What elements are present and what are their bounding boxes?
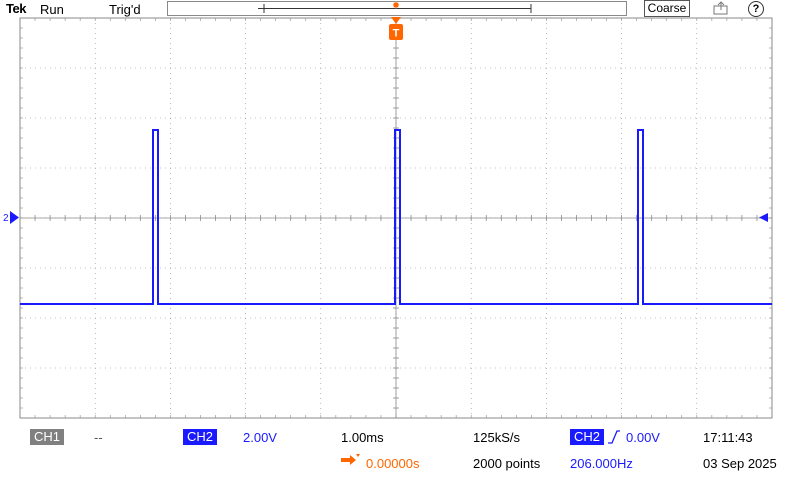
ch2-marker-label: 2 [3, 213, 9, 224]
trigger-state: Trig'd [109, 2, 141, 17]
brand-logo: Tek [6, 1, 26, 16]
time-readout: 17:11:43 [703, 430, 753, 445]
record-position-bar[interactable] [167, 1, 627, 16]
date-readout: 03 Sep 2025 [703, 456, 777, 471]
frequency-readout: 206.000Hz [570, 456, 633, 471]
trigger-level-marker[interactable] [759, 213, 768, 222]
ch1-value: -- [94, 430, 103, 445]
ch1-button[interactable]: CH1 [30, 429, 65, 445]
coarse-button[interactable]: Coarse [644, 0, 690, 17]
ch2-ground-marker[interactable]: 2 [3, 211, 19, 224]
record-view-window [258, 4, 532, 13]
status-bar: Tek Run Trig'd Coarse ? [0, 0, 800, 18]
trigger-position-icon [341, 454, 360, 465]
timebase-readout: 1.00ms [341, 430, 384, 445]
trigger-source-button[interactable]: CH2 [570, 429, 605, 445]
ch2-scale: 2.00V [243, 430, 277, 445]
acquisition-state[interactable]: Run [40, 2, 64, 17]
trigger-position-readout: 0.00000s [366, 456, 420, 471]
ch2-waveform [20, 129, 772, 305]
record-length-readout: 2000 points [473, 456, 541, 471]
sample-rate-readout: 125kS/s [473, 430, 520, 445]
save-icon[interactable] [713, 1, 729, 15]
trigger-position-marker[interactable]: T [389, 1, 403, 40]
help-icon[interactable]: ? [748, 1, 764, 17]
ch2-button[interactable]: CH2 [183, 429, 218, 445]
rising-edge-icon [608, 430, 620, 444]
trigger-marker-label: T [393, 28, 400, 40]
trigger-level-readout: 0.00V [626, 430, 660, 445]
